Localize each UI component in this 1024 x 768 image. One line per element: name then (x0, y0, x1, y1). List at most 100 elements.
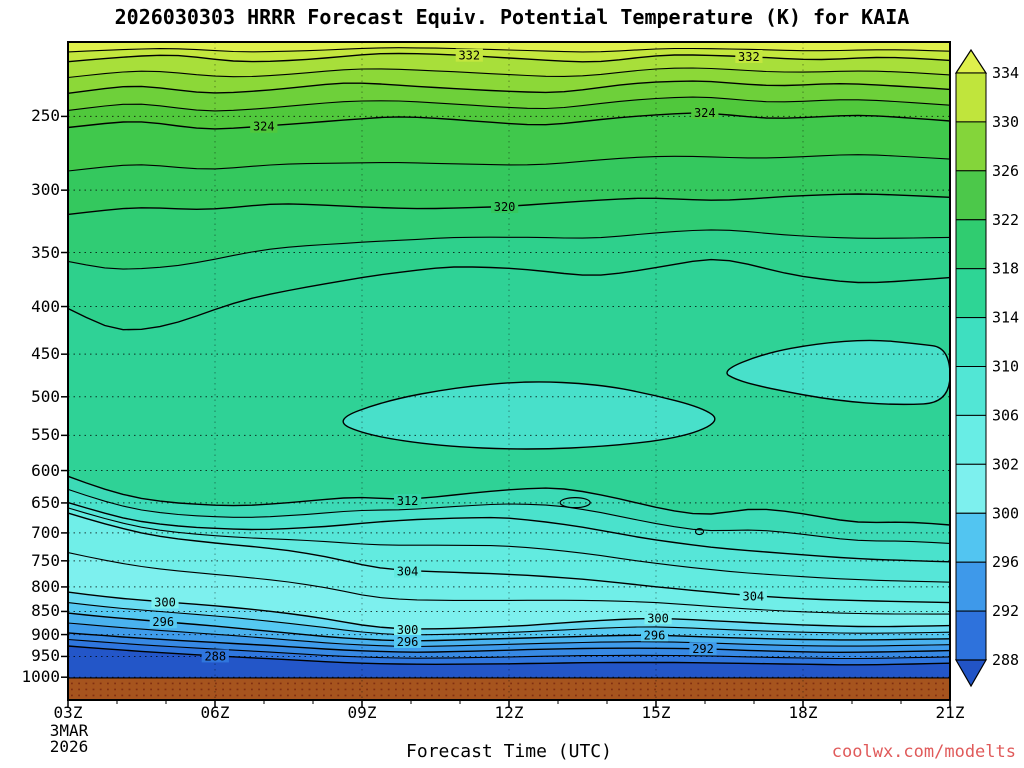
x-tick-label: 06Z (200, 703, 230, 722)
date-label-year: 2026 (49, 737, 89, 756)
contour-label: 300 (647, 611, 669, 625)
contour-label-bg (394, 494, 422, 508)
contour-band (68, 646, 950, 678)
contour-lines (67, 47, 951, 666)
minor-contour-line (67, 638, 951, 660)
minor-contour-line (67, 602, 951, 636)
colorbar-segment (955, 121, 987, 172)
ground-layer (68, 677, 950, 700)
contour-label: 320 (494, 200, 516, 214)
contour-band (68, 194, 950, 270)
colorbar-tick-label: 306 (992, 406, 1019, 424)
contour-band (68, 507, 950, 603)
contour-label-bg (491, 200, 519, 213)
y-tick-label: 300 (31, 180, 60, 199)
minor-contour-line (67, 488, 951, 544)
colorbar-tick-label: 296 (992, 553, 1019, 571)
y-tick-label: 1000 (21, 667, 60, 686)
colorbar-segment (955, 317, 987, 368)
minor-contour-line (67, 229, 951, 270)
contour-line-314 (342, 381, 716, 450)
contour-label-bg (735, 49, 763, 63)
minor-contour-line (67, 552, 950, 615)
minor-contour-line (67, 96, 951, 112)
colorbar: 334 330 326 322 318 314 310 306 302 300 296 292 288 (954, 48, 1019, 688)
contour-band (68, 113, 950, 171)
colorbar-tick-label: 322 (992, 211, 1019, 229)
theta-e-blob (343, 381, 715, 449)
contour-line-308 (67, 501, 951, 563)
minor-contour-line (67, 67, 951, 79)
contour-band (68, 489, 950, 562)
axes (61, 41, 951, 708)
y-tick-label: 850 (31, 601, 60, 620)
contour-label-bg (394, 634, 422, 648)
x-tick-label: 18Z (788, 703, 818, 722)
colorbar-segment (955, 170, 987, 221)
contour-label-bg (644, 611, 672, 625)
contour-label: 296 (644, 628, 666, 642)
contour-band (68, 502, 950, 583)
contour-label: 300 (397, 623, 419, 637)
contour-label-bg (691, 105, 719, 119)
colorbar-tick-label: 318 (992, 260, 1019, 278)
contour-label: 292 (692, 642, 714, 656)
contour-label-bg (455, 48, 483, 62)
minor-contour-line (67, 622, 951, 648)
contour-line-296 (67, 612, 951, 642)
colorbar-segment (955, 512, 987, 563)
colorbar-segment (955, 610, 987, 661)
colorbar-tick-label: 302 (992, 455, 1019, 473)
contour-label: 324 (694, 106, 716, 120)
colorbar-tick-label: 310 (992, 358, 1019, 376)
minor-contour-line (67, 507, 951, 583)
contour-line-316 (67, 258, 951, 331)
colorbar-tick-label: 334 (992, 64, 1019, 82)
x-tick-label: 03Z (53, 703, 83, 722)
contour-label: 304 (397, 565, 419, 579)
colorbar-segment (955, 414, 987, 465)
contour-band (68, 602, 950, 641)
contour-label-bg (394, 564, 422, 578)
contour-label-bg (250, 119, 278, 133)
minor-contour-line (67, 154, 951, 172)
contour-label-bg (149, 615, 177, 629)
contour-band (68, 53, 950, 78)
y-tick-label: 750 (31, 551, 60, 570)
contour-line-292 (67, 632, 951, 654)
contour-line-314 (726, 339, 951, 406)
contour-label-bg (151, 595, 179, 609)
contour-band (68, 97, 950, 129)
contour-line-312 (67, 475, 951, 526)
contour-band (68, 42, 950, 52)
y-tick-label: 650 (31, 493, 60, 512)
theta-e-blob (726, 340, 950, 405)
chart-title: 2026030303 HRRR Forecast Equiv. Potentia… (114, 5, 910, 29)
contour-label-bg (640, 628, 669, 642)
colorbar-tick-label: 292 (992, 602, 1019, 620)
contour-band (68, 632, 950, 659)
colorbar-arrow-bottom (954, 659, 988, 688)
contour-label: 296 (397, 635, 419, 649)
contour-line-300 (67, 591, 951, 630)
contour-band (68, 513, 950, 615)
y-tick-label: 950 (31, 646, 60, 665)
contour-label-bg (394, 623, 422, 637)
contour-label: 288 (204, 649, 226, 663)
colorbar-segment (955, 72, 987, 123)
contour-band (68, 639, 950, 665)
contour-line-328 (67, 80, 951, 94)
theta-e-low-blobs (343, 340, 950, 449)
x-tick-label: 21Z (935, 703, 965, 722)
x-tick-label: 09Z (347, 703, 377, 722)
contour-label-bg (201, 649, 229, 663)
y-tick-label: 400 (31, 297, 60, 316)
colorbar-segment (955, 463, 987, 514)
x-tick-label: 15Z (641, 703, 671, 722)
y-tick-label: 350 (31, 243, 60, 262)
contour-line-324 (67, 112, 951, 130)
y-tick-label: 250 (31, 106, 60, 125)
